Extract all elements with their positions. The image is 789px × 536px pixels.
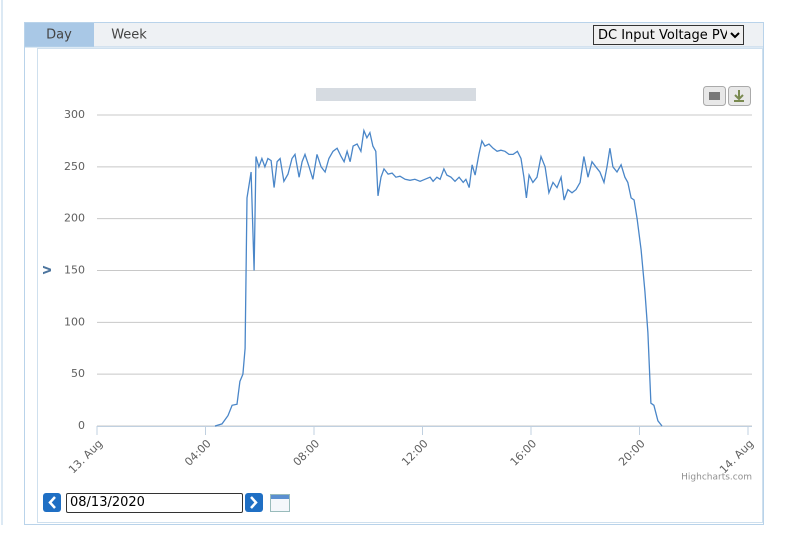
series-select[interactable]: DC Input Voltage PV1 bbox=[593, 25, 744, 45]
y-tick-label: 300 bbox=[64, 108, 85, 121]
next-button[interactable] bbox=[245, 493, 263, 512]
print-icon bbox=[709, 92, 720, 100]
y-tick-label: 0 bbox=[78, 419, 85, 432]
blurred-title bbox=[316, 88, 476, 101]
date-input[interactable]: 08/13/2020 bbox=[66, 493, 243, 513]
y-tick-label: 200 bbox=[64, 212, 85, 225]
y-tick-label: 250 bbox=[64, 160, 85, 173]
credits[interactable]: Highcharts.com bbox=[681, 473, 752, 483]
panel bbox=[24, 22, 764, 525]
y-tick-label: 50 bbox=[71, 367, 85, 380]
chart-box bbox=[37, 48, 763, 523]
y-tick-label: 150 bbox=[64, 264, 85, 277]
tab[interactable]: Day bbox=[46, 28, 72, 43]
tab-active[interactable] bbox=[25, 23, 94, 47]
calendar-icon bbox=[271, 495, 289, 499]
title-blur bbox=[316, 88, 476, 101]
prev-icon bbox=[48, 496, 56, 509]
prev-button[interactable] bbox=[43, 493, 61, 512]
y-tick-label: 100 bbox=[64, 315, 85, 328]
next-icon bbox=[250, 496, 258, 509]
y-axis-label: V bbox=[41, 265, 54, 274]
series-line bbox=[214, 128, 663, 427]
tab[interactable]: Week bbox=[111, 28, 147, 43]
export-icon bbox=[734, 90, 744, 102]
